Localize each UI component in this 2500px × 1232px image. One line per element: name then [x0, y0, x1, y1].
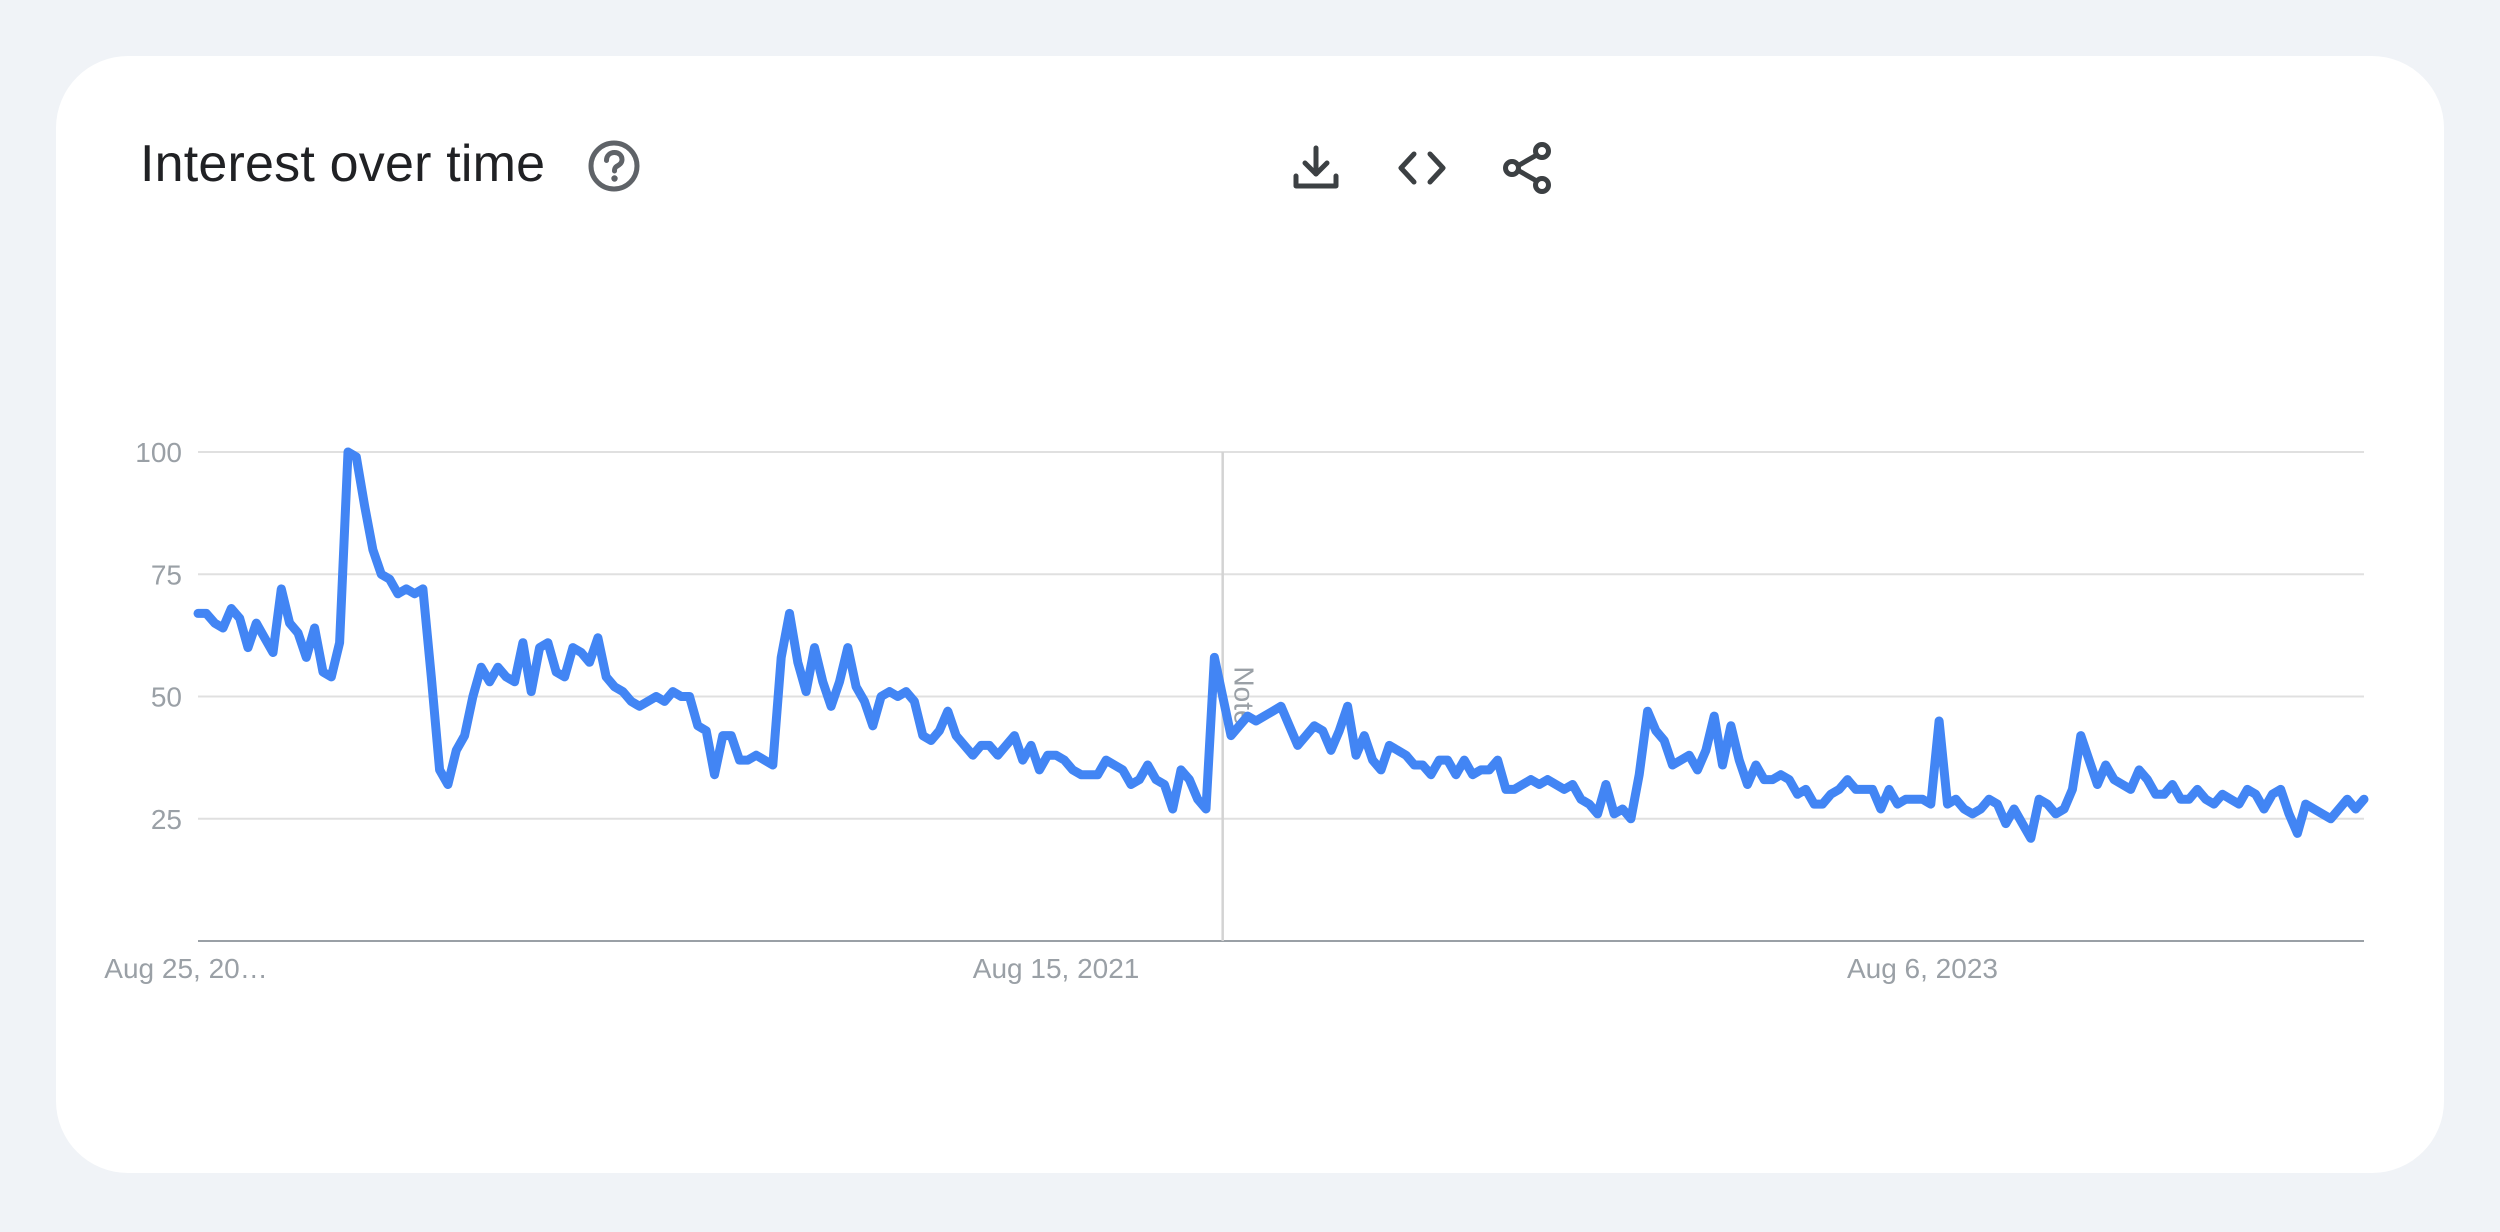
y-tick-label-50: 50 — [151, 682, 182, 713]
help-circle-icon[interactable] — [586, 138, 642, 194]
code-embed-icon[interactable] — [1394, 140, 1450, 196]
share-icon[interactable] — [1500, 140, 1556, 196]
y-tick-label-25: 25 — [151, 804, 182, 835]
card-title: Interest over time — [140, 135, 546, 193]
y-tick-label-75: 75 — [151, 559, 182, 590]
y-tick-label-100: 100 — [135, 437, 182, 468]
download-icon[interactable] — [1288, 140, 1344, 196]
x-tick-label-1: Aug 15, 2021 — [973, 953, 1140, 984]
x-tick-label-0: Aug 25, 20… — [104, 953, 267, 984]
interest-over-time-card: Interest over time 25 50 75 100 Note Aug 25, … — [56, 56, 2444, 1173]
x-tick-label-2: Aug 6, 2023 — [1847, 953, 1998, 984]
interest-series-line[interactable] — [193, 447, 2369, 843]
